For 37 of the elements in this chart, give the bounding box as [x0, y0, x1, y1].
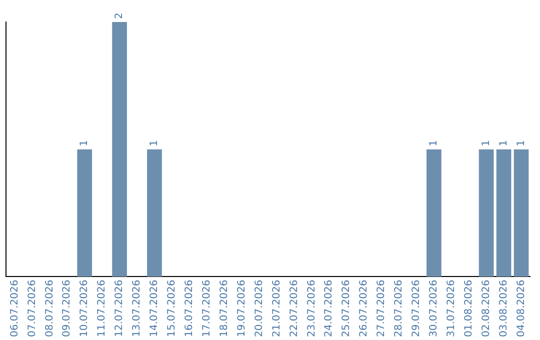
x-tick-label: 13.07.2026	[132, 280, 143, 338]
data-label: 2	[114, 12, 126, 19]
x-tick-label: 20.07.2026	[254, 280, 265, 338]
x-tick-label: 21.07.2026	[271, 280, 282, 338]
x-tick-label: 27.07.2026	[376, 280, 388, 338]
x-tick-label: 15.07.2026	[166, 280, 178, 338]
x-tick-label: 17.07.2026	[201, 280, 212, 338]
x-tick-label: 31.07.2026	[446, 280, 457, 338]
x-tick-label: 18.07.2026	[218, 280, 230, 338]
x-tick-label: 04.08.2026	[516, 280, 527, 338]
x-tick-label: 09.07.2026	[62, 280, 73, 338]
x-tick-label: 02.08.2026	[480, 280, 492, 338]
data-label: 1	[480, 140, 492, 146]
x-tick-label: 08.07.2026	[44, 280, 56, 338]
x-tick-label: 03.08.2026	[498, 280, 510, 338]
data-label: 1	[516, 140, 527, 146]
x-tick-label: 26.07.2026	[358, 280, 370, 338]
x-tick-label: 07.07.2026	[26, 280, 38, 338]
x-tick-label: 25.07.2026	[341, 280, 352, 338]
data-label: 1	[79, 140, 90, 146]
x-tick-label: 10.07.2026	[79, 280, 90, 338]
data-label: 1	[428, 140, 440, 146]
x-tick-label: 12.07.2026	[114, 280, 126, 338]
data-label: 1	[149, 140, 160, 146]
x-tick-label: 14.07.2026	[149, 280, 160, 338]
x-tick-label: 28.07.2026	[394, 280, 405, 338]
x-tick-label: 22.07.2026	[288, 280, 300, 338]
x-tick-label: 19.07.2026	[236, 280, 248, 338]
data-label: 1	[498, 140, 510, 146]
x-tick-label: 29.07.2026	[411, 280, 422, 338]
x-tick-label: 23.07.2026	[306, 280, 318, 338]
x-tick-label: 24.07.2026	[324, 280, 335, 338]
x-tick-label: 01.08.2026	[463, 280, 474, 338]
x-tick-label: 06.07.2026	[9, 280, 20, 338]
x-tick-label: 11.07.2026	[96, 280, 108, 338]
x-tick-label: 16.07.2026	[184, 280, 195, 338]
x-tick-label: 30.07.2026	[428, 280, 440, 338]
